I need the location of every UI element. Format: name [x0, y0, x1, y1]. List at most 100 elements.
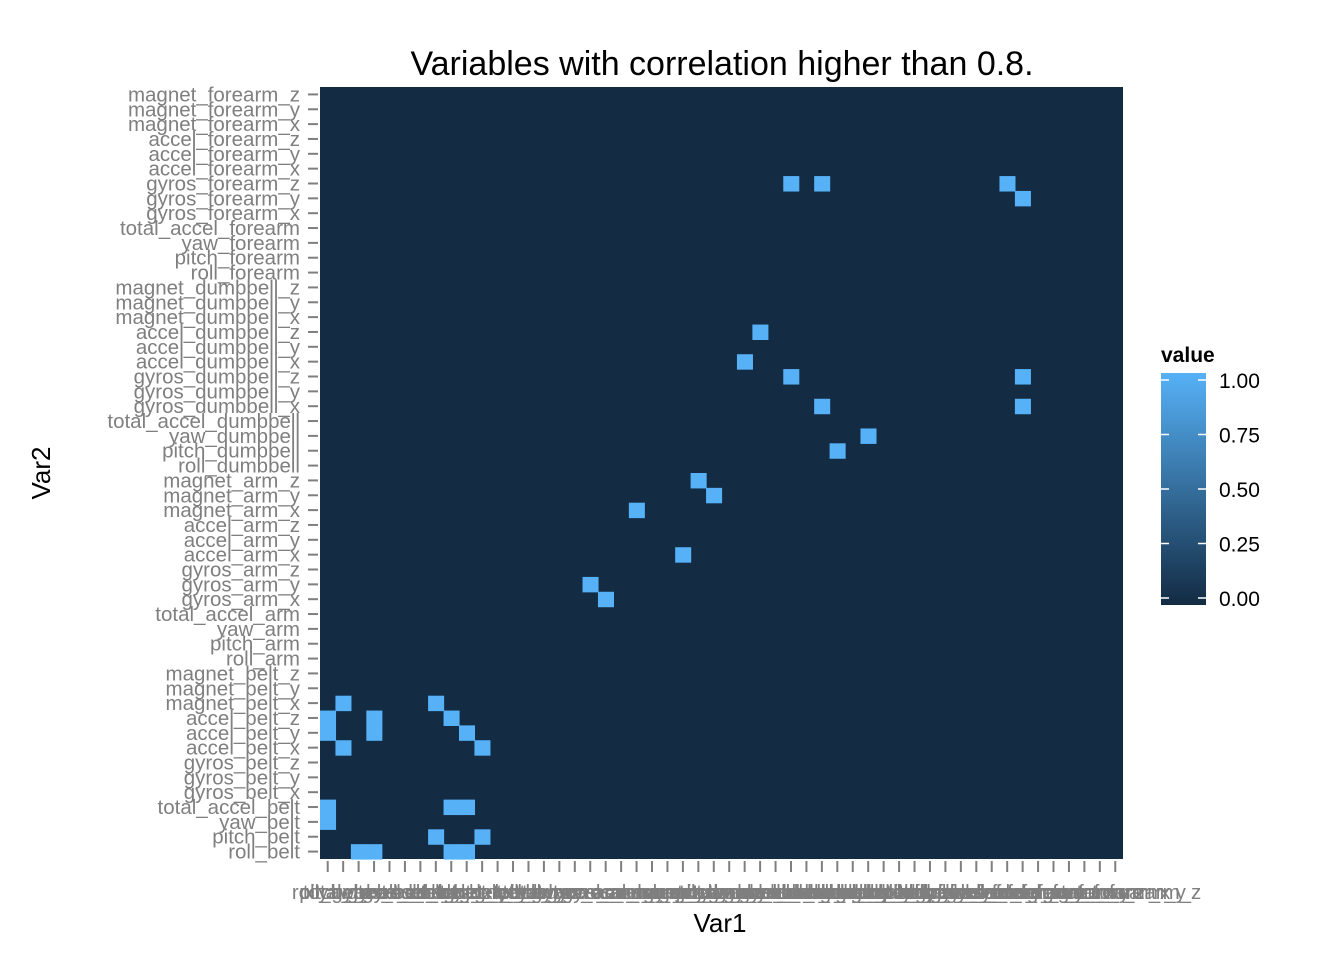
x-tick-label: accel_forearm_z	[993, 881, 1145, 904]
x-tick-label: magnet_belt_y	[430, 881, 565, 904]
x-tick-label: total_accel_forearm	[886, 881, 1066, 904]
y-tick-label: magnet_forearm_z	[128, 83, 300, 106]
x-tick-label: pitch_arm	[499, 881, 589, 904]
y-tick-label: gyros_belt_x	[184, 781, 301, 804]
y-tick-label: magnet_forearm_x	[128, 113, 301, 136]
x-tick-label: pitch_belt	[299, 881, 387, 904]
x-tick-label: total_accel_dumbbell	[679, 881, 872, 904]
heatmap-cell-yaw_dumbbell-accel_dumbbell_z	[752, 324, 769, 340]
y-tick-label: gyros_arm_z	[182, 559, 301, 582]
x-tick-label: magnet_arm_x	[615, 881, 752, 904]
x-tick-label: accel_belt_z	[410, 881, 524, 904]
y-tick-label: total_accel_arm	[155, 603, 300, 626]
heatmap-cell-gyros_arm_y-gyros_arm_x	[597, 591, 614, 608]
y-tick-label: magnet_arm_z	[163, 469, 300, 492]
y-tick-label: gyros_forearm_y	[146, 187, 301, 210]
heatmap-cell-accel_belt_z-roll_belt	[458, 844, 476, 860]
y-axis-title: Var2	[26, 447, 56, 500]
x-tick-label: magnet_forearm_y	[1014, 881, 1187, 904]
x-tick-label: gyros_dumbbell_x	[708, 881, 875, 904]
y-tick-label: accel_forearm_z	[148, 128, 300, 151]
x-tick-label: magnet_dumbbell_y	[807, 881, 992, 904]
x-tick-label: magnet_dumbbell_z	[822, 881, 1007, 904]
y-tick-label: magnet_dumbbell_y	[115, 291, 300, 314]
x-tick-label: pitch_dumbbell	[676, 881, 814, 904]
y-tick-label: gyros_dumbbell_y	[134, 380, 301, 403]
x-tick-label: accel_dumbbell_z	[786, 881, 950, 904]
heatmap-cell-magnet_arm_x-accel_arm_x	[675, 547, 692, 563]
y-tick-label: total_accel_forearm	[120, 217, 300, 240]
y-tick-label: gyros_arm_x	[182, 588, 301, 611]
y-tick-label: pitch_arm	[210, 633, 300, 656]
y-tick-label: gyros_belt_y	[184, 766, 301, 789]
x-tick-label: accel_forearm_y	[978, 881, 1130, 904]
x-tick-label: gyros_dumbbell_z	[739, 881, 905, 904]
heatmap-cell-gyros_dumbbell_z-gyros_dumbbell_x	[814, 398, 831, 415]
y-tick-label: magnet_arm_y	[163, 484, 300, 507]
x-tick-label: gyros_arm_y	[546, 881, 665, 904]
y-tick-label: roll_belt	[228, 841, 300, 864]
y-tick-label: magnet_dumbbell_z	[115, 276, 300, 299]
x-tick-label: yaw_arm	[518, 881, 601, 904]
y-tick-label: pitch_dumbbell	[162, 440, 300, 463]
legend-break-label: 1.00	[1219, 370, 1260, 393]
y-tick-label: accel_belt_y	[186, 722, 301, 745]
x-tick-label: roll_forearm	[875, 881, 984, 904]
y-tick-label: magnet_arm_x	[163, 499, 300, 522]
x-axis-title: Var1	[694, 908, 747, 938]
y-tick-label: accel_dumbbell_x	[136, 351, 301, 374]
y-tick-label: accel_forearm_x	[148, 158, 300, 181]
x-tick-label: gyros_belt_z	[362, 881, 478, 904]
heatmap-cells	[320, 176, 1031, 860]
x-tick-label: gyros_forearm_y	[930, 881, 1085, 904]
heatmap-cell-total_accel_belt-accel_belt_y	[366, 725, 383, 741]
x-tick-label: gyros_arm_x	[531, 881, 650, 904]
y-tick-label: gyros_forearm_x	[146, 202, 301, 225]
x-axis: roll_beltpitch_beltyaw_belttotal_accel_b…	[292, 861, 1201, 904]
x-tick-label: accel_forearm_x	[962, 881, 1114, 904]
y-tick-label: yaw_dumbbell	[169, 425, 300, 448]
heatmap-cell-accel_belt_y-total_accel_belt	[443, 799, 460, 816]
y-tick-label: pitch_belt	[212, 826, 300, 849]
x-tick-label: gyros_arm_z	[562, 881, 681, 904]
heatmap-cell-roll_belt-yaw_belt	[320, 814, 337, 830]
legend-break-label: 0.25	[1219, 534, 1260, 557]
y-tick-label: gyros_belt_z	[184, 752, 300, 775]
y-tick-label: roll_dumbbell	[178, 455, 300, 478]
y-tick-label: magnet_dumbbell_x	[115, 306, 300, 329]
y-tick-label: yaw_forearm	[182, 232, 301, 255]
x-tick-label: gyros_dumbbell_y	[723, 881, 890, 904]
x-tick-label: gyros_belt_x	[331, 881, 448, 904]
y-tick-label: magnet_belt_y	[166, 677, 301, 700]
y-tick-label: gyros_arm_y	[182, 573, 301, 596]
y-tick-label: roll_arm	[226, 648, 300, 671]
heatmap-cell-accel_arm_x-magnet_arm_x	[628, 502, 645, 519]
x-tick-label: magnet_belt_x	[415, 881, 550, 904]
heatmap-cell-gyros_forearm_z-gyros_forearm_y	[1014, 190, 1031, 207]
x-tick-label: magnet_arm_z	[645, 881, 782, 904]
x-tick-label: roll_arm	[491, 881, 565, 904]
y-tick-label: magnet_belt_z	[166, 662, 300, 685]
heatmap-cell-roll_belt-accel_belt_z	[320, 710, 337, 726]
y-tick-label: gyros_dumbbell_z	[134, 366, 300, 389]
y-tick-label: magnet_forearm_y	[128, 98, 301, 121]
legend-title: value	[1161, 344, 1215, 367]
heatmap-cell-accel_belt_y-accel_belt_z	[443, 710, 460, 726]
heatmap-cell-magnet_arm_z-magnet_arm_y	[706, 487, 723, 504]
x-tick-label: accel_arm_z	[609, 881, 725, 904]
heatmap-cell-roll_belt-total_accel_belt	[320, 799, 337, 816]
x-tick-label: yaw_dumbbell	[695, 881, 826, 904]
x-tick-label: accel_dumbbell_x	[755, 881, 920, 904]
y-tick-label: accel_arm_y	[184, 529, 301, 552]
x-tick-label: accel_belt_x	[379, 881, 494, 904]
y-tick-label: accel_arm_x	[184, 544, 301, 567]
x-tick-label: yaw_belt	[318, 881, 399, 904]
heatmap-cell-roll_belt-accel_belt_y	[320, 725, 337, 741]
heatmap-cell-pitch_belt-magnet_belt_x	[335, 695, 352, 712]
y-tick-label: total_accel_dumbbell	[107, 410, 300, 433]
heatmap-cell-magnet_belt_x-accel_belt_x	[474, 740, 491, 756]
y-tick-label: accel_forearm_y	[148, 143, 300, 166]
heatmap-cell-total_accel_belt-roll_belt	[366, 844, 383, 860]
y-tick-label: accel_dumbbell_z	[136, 321, 300, 344]
